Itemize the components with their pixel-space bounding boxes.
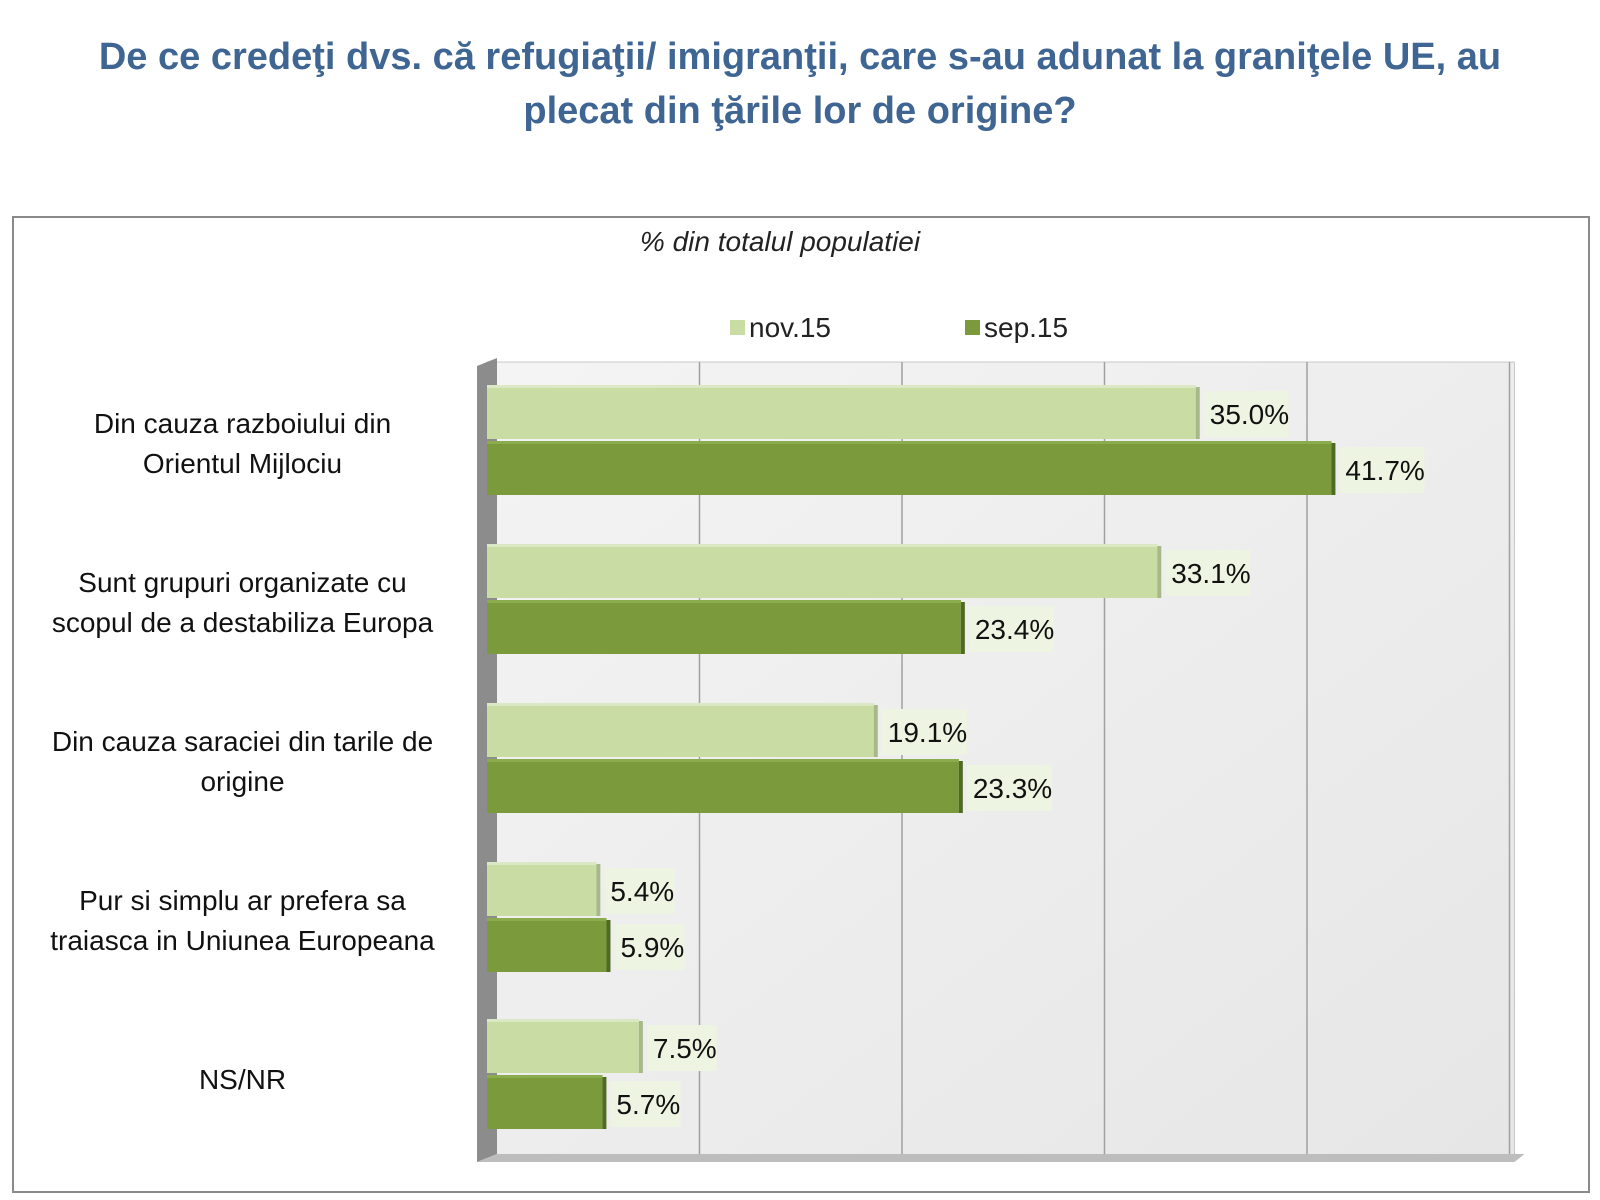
data-label-bg-nov.15-0 xyxy=(1203,391,1289,437)
bar-cap-sep.15-0 xyxy=(1331,443,1336,495)
data-label-sep.15-0: 41.7% xyxy=(1345,455,1424,486)
category-label-0-line1: Din cauza razboiului din xyxy=(93,408,392,439)
category-label-4: NS/NR xyxy=(30,1060,455,1100)
bar-top-nov.15-2 xyxy=(487,703,874,706)
legend-label-nov15: nov.15 xyxy=(749,312,831,343)
bar-cap-nov.15-2 xyxy=(873,705,878,757)
bar-top-sep.15-2 xyxy=(487,759,959,762)
chart-subtitle: % din totalul populatiei xyxy=(639,226,921,257)
data-label-sep.15-3: 5.9% xyxy=(620,932,684,963)
bar-nov.15-0 xyxy=(487,385,1196,439)
category-label-2-line1: Din cauza saraciei din tarile de xyxy=(51,726,434,757)
bar-sep.15-1 xyxy=(487,600,961,654)
data-label-sep.15-1: 23.4% xyxy=(975,614,1054,645)
category-label-3-line2: traiasca in Uniunea Europeana xyxy=(50,925,435,956)
data-label-bg-sep.15-4 xyxy=(610,1081,681,1127)
bar-sep.15-4 xyxy=(487,1075,603,1129)
bar-cap-nov.15-1 xyxy=(1157,546,1162,598)
legend-label-sep15: sep.15 xyxy=(984,312,1069,343)
category-label-0: Din cauza razboiului din Orientul Mijloc… xyxy=(30,404,455,484)
chart-title: De ce credeţi dvs. că refugiaţii/ imigra… xyxy=(30,30,1570,138)
bar-sep.15-0 xyxy=(487,441,1332,495)
bar-cap-sep.15-4 xyxy=(602,1077,607,1129)
bar-nov.15-4 xyxy=(487,1019,639,1073)
bar-top-nov.15-0 xyxy=(487,385,1196,388)
category-label-1: Sunt grupuri organizate cu scopul de a d… xyxy=(30,563,455,643)
data-label-nov.15-3: 5.4% xyxy=(610,876,674,907)
category-label-3: Pur si simplu ar prefera sa traiasca in … xyxy=(30,881,455,961)
bar-sep.15-3 xyxy=(487,918,607,972)
bar-nov.15-2 xyxy=(487,703,874,757)
bar-sep.15-2 xyxy=(487,759,959,813)
bar-top-nov.15-1 xyxy=(487,544,1158,547)
data-label-bg-nov.15-4 xyxy=(646,1025,717,1071)
bar-cap-sep.15-3 xyxy=(606,920,611,972)
data-label-nov.15-2: 19.1% xyxy=(888,717,967,748)
bar-top-sep.15-3 xyxy=(487,918,607,921)
data-label-nov.15-4: 7.5% xyxy=(653,1033,717,1064)
category-label-3-line1: Pur si simplu ar prefera sa xyxy=(79,885,406,916)
plot-floor xyxy=(477,1154,1525,1162)
data-label-bg-sep.15-2 xyxy=(966,765,1052,811)
data-label-bg-nov.15-2 xyxy=(881,709,967,755)
bar-top-nov.15-3 xyxy=(487,862,597,865)
category-label-1-line2: scopul de a destabiliza Europa xyxy=(51,607,434,638)
data-label-bg-nov.15-1 xyxy=(1165,550,1251,596)
data-label-bg-sep.15-1 xyxy=(968,606,1054,652)
bar-cap-nov.15-0 xyxy=(1195,387,1200,439)
bar-nov.15-1 xyxy=(487,544,1158,598)
chart-title-line2: plecat din ţările lor de origine? xyxy=(523,90,1077,132)
legend-item-nov15: nov.15 xyxy=(730,311,831,345)
bar-cap-sep.15-1 xyxy=(960,602,965,654)
chart-title-line1: De ce credeţi dvs. că refugiaţii/ imigra… xyxy=(98,36,1502,78)
legend-swatch-sep15 xyxy=(965,320,980,336)
category-label-4-line1: NS/NR xyxy=(198,1064,287,1095)
category-label-1-line1: Sunt grupuri organizate cu xyxy=(78,567,407,598)
bar-top-sep.15-0 xyxy=(487,441,1332,444)
category-label-2: Din cauza saraciei din tarile de origine xyxy=(30,722,455,802)
data-label-bg-sep.15-0 xyxy=(1339,447,1425,493)
data-label-bg-sep.15-3 xyxy=(614,924,685,970)
data-label-bg-nov.15-3 xyxy=(604,868,675,914)
bar-cap-sep.15-2 xyxy=(958,761,963,813)
bar-top-sep.15-4 xyxy=(487,1075,603,1078)
bar-top-sep.15-1 xyxy=(487,600,961,603)
data-label-sep.15-2: 23.3% xyxy=(973,773,1052,804)
category-label-2-line2: origine xyxy=(200,766,285,797)
legend-swatch-nov15 xyxy=(730,320,745,336)
category-label-0-line2: Orientul Mijlociu xyxy=(142,448,343,479)
bar-nov.15-3 xyxy=(487,862,597,916)
legend-item-sep15: sep.15 xyxy=(965,311,1068,345)
bar-cap-nov.15-4 xyxy=(638,1021,643,1073)
bar-top-nov.15-4 xyxy=(487,1019,639,1022)
data-label-nov.15-1: 33.1% xyxy=(1171,558,1250,589)
data-label-sep.15-4: 5.7% xyxy=(616,1089,680,1120)
data-label-nov.15-0: 35.0% xyxy=(1210,399,1289,430)
bar-cap-nov.15-3 xyxy=(596,864,601,916)
